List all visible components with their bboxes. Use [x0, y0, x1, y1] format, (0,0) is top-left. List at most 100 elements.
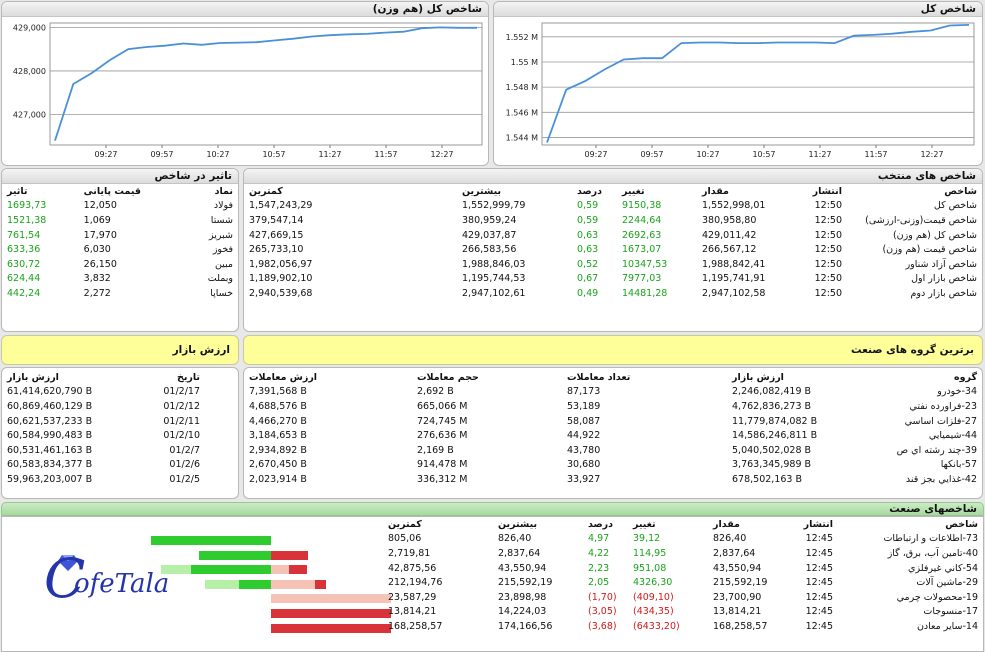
table-row[interactable]: خساپا 2,272 442,24 — [2, 286, 238, 301]
cell-close-price: 26,150 — [83, 258, 117, 270]
table-row[interactable]: مبین 26,150 630,72 — [2, 257, 238, 272]
table-row[interactable]: 19-محصولات چرمي 12:45 23,700,90 (409,10) (1,… — [383, 590, 983, 605]
cell-value: 2,947,102,58 — [702, 287, 766, 299]
cell-percent: (3,05) — [588, 606, 617, 618]
table-row[interactable]: وبملت 3,832 624,44 — [2, 272, 238, 287]
col-percent: درصد — [588, 518, 614, 530]
cell-close-price: 3,832 — [83, 273, 111, 285]
x-tick-label: 09:27 — [94, 150, 117, 159]
cell-market-value: 11,779,874,082 B — [732, 415, 818, 427]
cell-change: (409,10) — [633, 591, 674, 603]
table-row[interactable]: شاخص کل 12:50 1,552,998,01 9150,38 0,59 1,552… — [244, 199, 982, 214]
cell-max: 266,583,56 — [462, 244, 517, 256]
table-row[interactable]: 44-شيميايي 14,586,246,811 B 44,922 276,636 … — [244, 428, 982, 443]
cell-percent: (3,68) — [588, 620, 617, 632]
table-row[interactable]: فخوز 6,030 633,36 — [2, 242, 238, 257]
x-tick-label: 12:27 — [430, 150, 453, 159]
cell-market-value: 60,531,461,163 B — [7, 444, 93, 456]
cell-change: 951,08 — [633, 562, 667, 574]
bar-red — [271, 609, 391, 618]
cell-date: 01/2/6 — [169, 459, 200, 471]
table-row[interactable]: 54-كاني غيرفلزي 12:45 43,550,94 951,08 2,23 4… — [383, 561, 983, 576]
cell-trade-count: 58,087 — [567, 415, 601, 427]
cell-publish: 12:50 — [814, 214, 842, 226]
cell-impact: 442,24 — [7, 287, 41, 299]
cell-market-value: 678,502,163 B — [732, 473, 802, 485]
table-row[interactable]: 73-اطلاعات و ارتباطات 12:45 826,40 39,12 4,9… — [383, 532, 983, 547]
table-row[interactable]: 42-غذايي بجز قند 678,502,163 B 33,927 336,3… — [244, 472, 982, 487]
market-value-panel: تاریخ ارزش بازار 01/2/17 61,414,620,790 B… — [1, 367, 239, 499]
bar-red — [271, 550, 309, 560]
cell-change: 39,12 — [633, 533, 661, 545]
table-row[interactable]: 01/2/11 60,621,537,233 B — [2, 414, 238, 429]
table-row[interactable]: 14-ساير معادن 12:45 168,258,57 (6433,20) (3,… — [383, 619, 983, 634]
table-row[interactable]: فولاد 12,050 1693,73 — [2, 199, 238, 214]
cell-trade-value: 2,670,450 B — [249, 459, 307, 471]
table-row[interactable]: 39-چند رشته اي ص 5,040,502,028 B 43,780 2,1… — [244, 443, 982, 458]
cell-max: 174,166,56 — [498, 620, 553, 632]
table-row[interactable]: شاخص بازار اول 12:50 1,195,741,91 7977,03 0,… — [244, 272, 982, 287]
cell-date: 01/2/12 — [163, 400, 200, 412]
bar-red — [271, 594, 391, 604]
bar-light-red — [271, 579, 316, 589]
cell-value: 429,011,42 — [702, 229, 757, 241]
table-row[interactable]: 01/2/17 61,414,620,790 B — [2, 385, 238, 400]
cell-symbol: شستا — [210, 214, 233, 226]
cell-symbol: فخوز — [212, 244, 233, 256]
x-tick-label: 11:27 — [808, 150, 831, 159]
cell-impact: 1693,73 — [7, 200, 47, 212]
cell-group: 39-چند رشته اي ص — [896, 444, 977, 456]
table-row[interactable]: شاخص قیمت (هم وزن) 12:50 266,567,12 1673,07… — [244, 242, 982, 257]
top-groups-table: گروه ارزش بازار تعداد معاملات حجم معاملا… — [244, 370, 982, 487]
table-row[interactable]: 01/2/7 60,531,461,163 B — [2, 443, 238, 458]
cell-min: 1,189,902,10 — [249, 273, 313, 285]
cell-date: 01/2/11 — [163, 415, 200, 427]
selected-indices-table: شاخص انتشار مقدار تغییر درصد بیشترین کمت… — [244, 184, 982, 301]
col-min: کمترین — [388, 518, 422, 530]
table-row[interactable]: شاخص بازار دوم 12:50 2,947,102,58 14481,28 0… — [244, 286, 982, 301]
cell-value: 1,552,998,01 — [702, 200, 766, 212]
x-tick-label: 10:57 — [752, 150, 775, 159]
cell-max: 43,550,94 — [498, 562, 547, 574]
cell-index: شاخص بازار دوم — [910, 287, 977, 299]
cell-publish: 12:45 — [805, 562, 833, 574]
table-row[interactable]: 34-خودرو 2,246,082,419 B 87,173 2,692 B 7,39… — [244, 385, 982, 400]
table-row[interactable]: 17-منسوجات 12:45 13,814,21 (434,35) (3,05) 14… — [383, 605, 983, 620]
table-row[interactable]: شستا 1,069 1521,38 — [2, 213, 238, 228]
table-row[interactable]: شبریز 17,970 761,54 — [2, 228, 238, 243]
cell-market-value: 60,869,460,129 B — [7, 400, 93, 412]
col-group: گروه — [954, 371, 977, 383]
table-row[interactable]: 01/2/5 59,963,203,007 B — [2, 472, 238, 487]
plot-frame — [541, 22, 975, 146]
table-row[interactable]: 29-ماشين آلات 12:45 215,592,19 4326,30 2,05 2… — [383, 575, 983, 590]
cell-close-price: 17,970 — [83, 229, 117, 241]
cell-change: 4326,30 — [633, 577, 673, 589]
cell-percent: 0,49 — [577, 287, 599, 299]
table-row[interactable]: شاخص آزاد شناور 12:50 1,988,842,41 10347,53… — [244, 257, 982, 272]
table-row[interactable]: 57-بانكها 3,763,345,989 B 30,680 914,478 M 2… — [244, 458, 982, 473]
cell-market-value: 14,586,246,811 B — [732, 430, 818, 442]
col-market-value: ارزش بازار — [732, 371, 784, 383]
cell-min: 427,669,15 — [249, 229, 304, 241]
table-row[interactable]: 23-فراورده نفتي 4,762,836,273 B 53,189 665,… — [244, 399, 982, 414]
cell-index: 29-ماشين آلات — [916, 577, 978, 589]
y-tick-label: 1.55 M — [511, 58, 538, 67]
table-row[interactable]: شاخص قیمت(وزنی-ارزشی) 12:50 380,958,80 2244… — [244, 213, 982, 228]
cell-symbol: خساپا — [210, 287, 233, 299]
cell-max: 2,837,64 — [498, 547, 541, 559]
cell-publish: 12:45 — [805, 591, 833, 603]
chart-equal-weight-index-panel: شاخص کل (هم وزن) 427,000 428,000 429,000 09… — [1, 1, 489, 166]
cell-max: 1,988,846,03 — [462, 258, 526, 270]
table-row[interactable]: 27-فلزات اساسي 11,779,874,082 B 58,087 724,… — [244, 414, 982, 429]
chart-total-index: 1.544 M 1.546 M 1.548 M 1.55 M 1.552 M 09:27 0… — [506, 22, 975, 159]
cell-value: 43,550,94 — [713, 562, 762, 574]
table-row[interactable]: 01/2/12 60,869,460,129 B — [2, 399, 238, 414]
table-row[interactable]: شاخص کل (هم وزن) 12:50 429,011,42 2692,63 0,… — [244, 228, 982, 243]
cell-percent: 2,23 — [588, 562, 610, 574]
table-row[interactable]: 40-تامين آب، برق، گاز 12:45 2,837,64 114,95… — [383, 546, 983, 561]
col-change: تغییر — [633, 518, 656, 530]
table-row[interactable]: 01/2/10 60,584,990,483 B — [2, 428, 238, 443]
col-market-value: ارزش بازار — [7, 371, 59, 383]
table-row[interactable]: 01/2/6 60,583,834,377 B — [2, 458, 238, 473]
chart-total-index-panel: شاخص کل 1.544 M 1.546 M 1.548 M 1.55 M 1.552… — [493, 1, 983, 166]
